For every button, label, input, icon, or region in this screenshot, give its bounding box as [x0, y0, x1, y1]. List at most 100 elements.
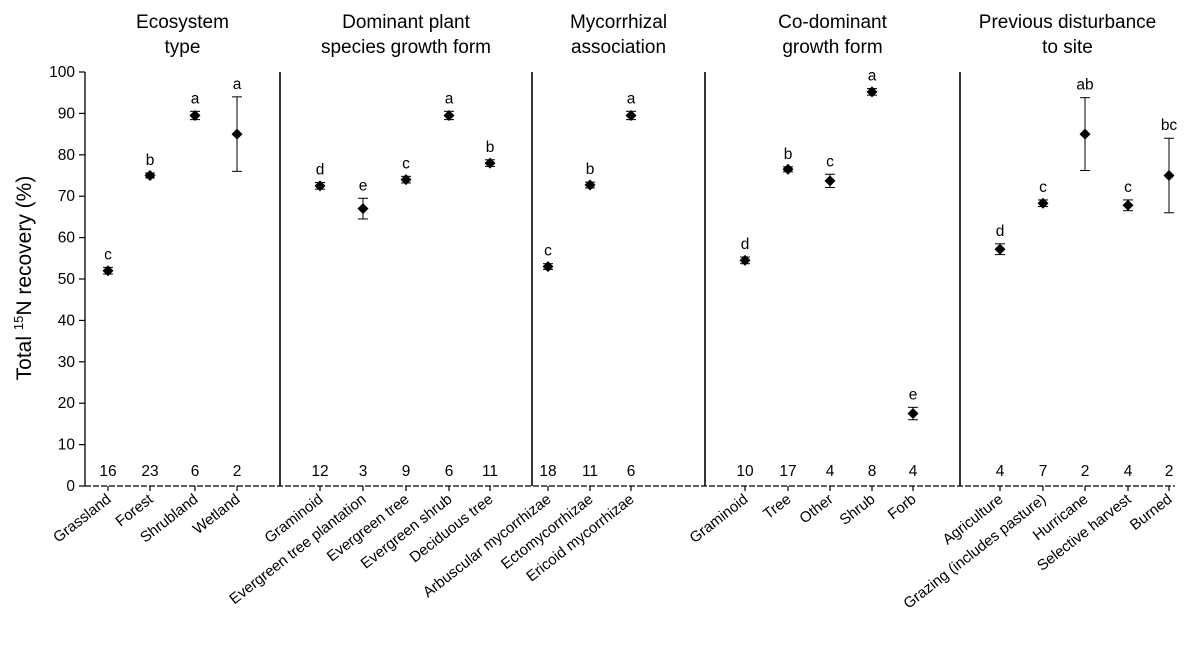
sample-count: 3	[359, 463, 368, 480]
significance-letter: c	[1124, 179, 1132, 196]
sample-count: 4	[826, 463, 835, 480]
sample-count: 2	[1081, 463, 1090, 480]
panel-title: association	[571, 37, 666, 58]
y-tick-label: 30	[58, 354, 76, 371]
significance-letter: ab	[1076, 77, 1093, 94]
significance-letter: a	[445, 90, 454, 107]
sample-count: 4	[909, 463, 918, 480]
category-label: Forb	[885, 491, 920, 523]
category-label: Tree	[760, 491, 794, 523]
sample-count: 6	[191, 463, 200, 480]
data-point	[866, 86, 878, 98]
y-tick-label: 70	[58, 188, 76, 205]
panel-title: Co-dominant	[778, 12, 887, 33]
data-point	[1037, 197, 1049, 209]
significance-letter: a	[191, 90, 200, 107]
sample-count: 4	[996, 463, 1005, 480]
data-point	[314, 180, 326, 192]
category-label: Grassland	[50, 491, 114, 546]
data-point	[907, 408, 919, 420]
significance-letter: d	[996, 223, 1005, 240]
sample-count: 18	[539, 463, 556, 480]
significance-letter: b	[784, 146, 793, 163]
panel-title: Previous disturbance	[979, 12, 1156, 33]
significance-letter: a	[233, 76, 242, 93]
data-point	[542, 261, 554, 273]
y-axis-label-suffix: N recovery (%)	[13, 176, 36, 316]
sample-count: 10	[736, 463, 754, 480]
sample-count: 8	[868, 463, 877, 480]
y-tick-label: 60	[58, 230, 76, 247]
data-point	[231, 128, 243, 140]
category-label: Graminoid	[686, 491, 751, 547]
data-point	[189, 109, 201, 121]
sample-count: 23	[141, 463, 158, 480]
data-point	[782, 163, 794, 175]
sample-count: 12	[311, 463, 328, 480]
sample-count: 9	[402, 463, 411, 480]
data-point	[1163, 170, 1175, 181]
significance-letter: d	[741, 236, 750, 253]
data-point	[625, 109, 637, 121]
category-label: Wetland	[190, 491, 244, 538]
data-point	[1079, 128, 1091, 140]
y-tick-label: 10	[58, 437, 76, 454]
y-tick-label: 0	[66, 478, 75, 495]
data-point	[400, 174, 412, 186]
category-label: Shrub	[836, 491, 878, 529]
significance-letter: c	[544, 243, 552, 260]
significance-letter: bc	[1161, 117, 1178, 134]
data-point	[144, 170, 156, 181]
significance-letter: b	[146, 152, 155, 169]
sample-count: 4	[1124, 463, 1133, 480]
y-tick-label: 50	[58, 271, 76, 288]
y-axis-label: Total 15N recovery (%)	[11, 176, 36, 381]
y-axis-label-superscript: 15	[11, 316, 26, 330]
category-label: Other	[796, 491, 836, 527]
significance-letter: c	[826, 153, 834, 170]
data-point	[357, 203, 369, 215]
data-point	[484, 157, 496, 169]
panel-title: type	[165, 37, 201, 58]
sample-count: 11	[582, 463, 598, 480]
data-point	[1122, 199, 1134, 211]
significance-letter: a	[627, 90, 636, 107]
sample-count: 16	[99, 463, 116, 480]
significance-letter: c	[1039, 179, 1047, 196]
panel-title: growth form	[782, 37, 882, 58]
y-tick-label: 40	[58, 312, 76, 329]
sample-count: 2	[1165, 463, 1174, 480]
y-tick-label: 90	[58, 105, 76, 122]
data-point	[584, 179, 596, 191]
category-label: Burned	[1127, 491, 1176, 534]
sample-count: 11	[482, 463, 498, 480]
sample-count: 6	[627, 463, 636, 480]
y-tick-label: 80	[58, 147, 76, 164]
data-point	[824, 175, 836, 187]
significance-letter: b	[486, 139, 495, 156]
panel-title: Mycorrhizal	[570, 12, 667, 33]
panel-title: to site	[1042, 37, 1093, 58]
data-point	[102, 265, 114, 277]
sample-count: 17	[779, 463, 796, 480]
y-axis-label-prefix: Total	[13, 330, 36, 380]
significance-letter: d	[316, 162, 325, 179]
significance-letter: c	[402, 155, 410, 172]
significance-letter: c	[104, 246, 112, 263]
significance-letter: e	[909, 386, 918, 403]
panel-title: species growth form	[321, 37, 491, 58]
significance-letter: b	[586, 161, 595, 178]
data-point	[739, 254, 751, 266]
significance-letter: a	[868, 68, 877, 85]
data-point	[994, 243, 1006, 255]
y-tick-label: 20	[58, 395, 76, 412]
sample-count: 2	[233, 463, 242, 480]
sample-count: 6	[445, 463, 454, 480]
sample-count: 7	[1039, 463, 1048, 480]
panel-title: Dominant plant	[342, 12, 471, 33]
panel-title: Ecosystem	[136, 12, 229, 33]
significance-letter: e	[359, 177, 368, 194]
y-tick-label: 100	[49, 64, 75, 81]
data-point	[443, 109, 455, 121]
